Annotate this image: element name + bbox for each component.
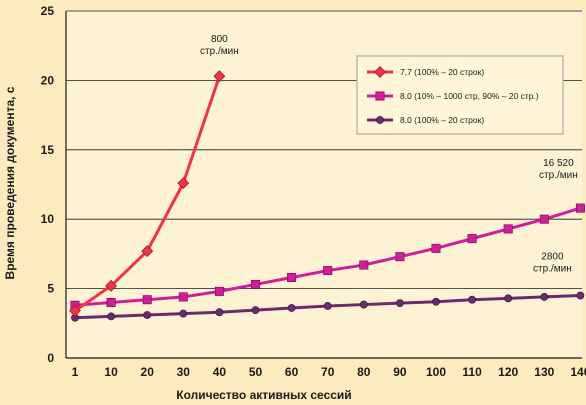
y-tick-label: 5: [47, 282, 54, 296]
data-point-series-1: [287, 272, 297, 282]
data-point-series-1: [359, 260, 369, 270]
data-point-series-1: [395, 252, 405, 262]
legend-swatch-marker: [376, 116, 384, 124]
data-point-series-2: [432, 297, 440, 306]
x-tick-label: 50: [249, 365, 263, 379]
data-point-series-1: [503, 224, 513, 234]
legend-label: 7,7 (100% – 20 строк): [400, 67, 484, 77]
data-point-series-1: [539, 214, 549, 224]
y-tick-label: 15: [41, 143, 55, 157]
data-point-series-1: [142, 295, 152, 305]
y-tick-label: 25: [41, 4, 55, 18]
data-point-series-1: [323, 266, 333, 276]
x-tick-label: 140: [570, 365, 586, 379]
y-axis-title: Время проведения документа, с: [3, 86, 17, 279]
data-point-series-2: [468, 295, 476, 304]
data-point-series-0: [105, 279, 118, 292]
x-tick-label: 100: [426, 365, 446, 379]
y-tick-label: 10: [41, 212, 55, 226]
x-tick-label: 80: [357, 365, 371, 379]
x-tick-label: 40: [213, 365, 227, 379]
legend-swatch-marker: [374, 66, 386, 78]
data-point-series-0: [177, 177, 190, 190]
grid-lines: [65, 10, 582, 359]
data-point-series-2: [395, 299, 404, 308]
data-point-series-2: [504, 294, 513, 303]
x-tick-label: 1: [72, 365, 79, 379]
x-tick-label: 30: [177, 365, 191, 379]
annotation-label: стр./мин: [200, 46, 239, 57]
annotation-label: 800: [211, 34, 228, 45]
x-axis-title: Количество активных сессий: [176, 388, 351, 402]
x-tick-label: 90: [393, 365, 407, 379]
annotation-label: стр./мин: [539, 170, 578, 181]
data-point-series-1: [431, 243, 441, 253]
data-point-series-2: [359, 300, 368, 309]
data-point-series-2: [251, 306, 260, 315]
data-point-series-2: [323, 302, 332, 310]
data-point-series-1: [106, 297, 116, 307]
annotation-label: 16 520: [543, 158, 574, 169]
data-point-series-0: [141, 245, 154, 258]
data-point-series-2: [215, 308, 224, 317]
data-point-series-1: [178, 292, 188, 302]
x-tick-label: 60: [285, 365, 299, 379]
y-tick-label: 0: [47, 351, 54, 365]
data-point-series-2: [143, 311, 152, 319]
annotation-label: 2800: [541, 252, 564, 263]
data-point-series-1: [575, 203, 585, 213]
data-point-series-2: [540, 293, 549, 301]
legend: 7,7 (100% – 20 строк) 8,0 (10% – 1000 стр…: [356, 55, 564, 135]
x-tick-label: 10: [104, 365, 118, 379]
x-tick-label: 130: [534, 365, 554, 379]
annotation-label: стр./мин: [533, 264, 572, 275]
data-point-series-1: [251, 279, 261, 289]
data-point-series-0: [213, 70, 226, 83]
data-point-series-2: [107, 312, 115, 321]
y-tick-label: 20: [41, 73, 55, 87]
x-tick-label: 110: [462, 365, 482, 379]
x-tick-label: 70: [321, 365, 335, 379]
data-point-series-2: [287, 304, 296, 312]
data-point-series-2: [576, 291, 585, 300]
x-tick-label: 120: [498, 365, 518, 379]
series-lines: [69, 70, 585, 322]
data-point-series-0: [69, 304, 81, 317]
legend-label: 8,0 (10% – 1000 стр, 90% – 20 стр.): [400, 91, 539, 101]
legend-label: 8,0 (100% – 20 строк): [400, 115, 484, 125]
x-tick-label: 20: [141, 365, 155, 379]
data-point-series-1: [214, 286, 224, 296]
data-point-series-1: [467, 234, 477, 244]
legend-swatch-marker: [375, 91, 385, 101]
data-point-series-2: [179, 309, 188, 318]
